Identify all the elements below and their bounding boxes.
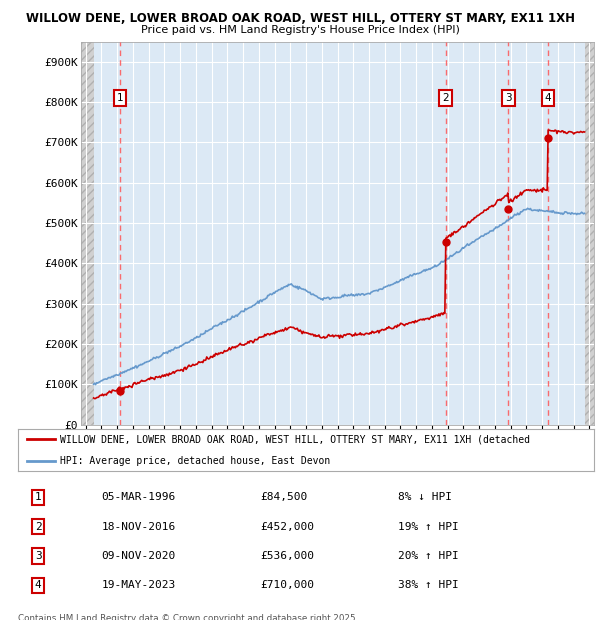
- Text: 3: 3: [35, 551, 41, 561]
- Text: 2: 2: [35, 521, 41, 532]
- Text: Price paid vs. HM Land Registry's House Price Index (HPI): Price paid vs. HM Land Registry's House …: [140, 25, 460, 35]
- Text: 18-NOV-2016: 18-NOV-2016: [101, 521, 176, 532]
- Text: £710,000: £710,000: [260, 580, 314, 590]
- Text: 3: 3: [505, 93, 512, 103]
- Text: 19% ↑ HPI: 19% ↑ HPI: [398, 521, 459, 532]
- Text: £536,000: £536,000: [260, 551, 314, 561]
- Text: 4: 4: [545, 93, 551, 103]
- Text: 38% ↑ HPI: 38% ↑ HPI: [398, 580, 459, 590]
- Text: WILLOW DENE, LOWER BROAD OAK ROAD, WEST HILL, OTTERY ST MARY, EX11 1XH (detached: WILLOW DENE, LOWER BROAD OAK ROAD, WEST …: [60, 434, 530, 444]
- Text: WILLOW DENE, LOWER BROAD OAK ROAD, WEST HILL, OTTERY ST MARY, EX11 1XH: WILLOW DENE, LOWER BROAD OAK ROAD, WEST …: [25, 12, 575, 25]
- Text: Contains HM Land Registry data © Crown copyright and database right 2025.
This d: Contains HM Land Registry data © Crown c…: [18, 614, 358, 620]
- Text: HPI: Average price, detached house, East Devon: HPI: Average price, detached house, East…: [60, 456, 330, 466]
- Text: 20% ↑ HPI: 20% ↑ HPI: [398, 551, 459, 561]
- Text: 19-MAY-2023: 19-MAY-2023: [101, 580, 176, 590]
- Text: 05-MAR-1996: 05-MAR-1996: [101, 492, 176, 502]
- Text: £452,000: £452,000: [260, 521, 314, 532]
- Text: £84,500: £84,500: [260, 492, 307, 502]
- Text: 4: 4: [35, 580, 41, 590]
- Bar: [584, 42, 594, 425]
- Text: 1: 1: [117, 93, 124, 103]
- Text: 1: 1: [35, 492, 41, 502]
- Bar: [81, 42, 94, 425]
- Text: 8% ↓ HPI: 8% ↓ HPI: [398, 492, 452, 502]
- Text: 2: 2: [442, 93, 449, 103]
- Text: 09-NOV-2020: 09-NOV-2020: [101, 551, 176, 561]
